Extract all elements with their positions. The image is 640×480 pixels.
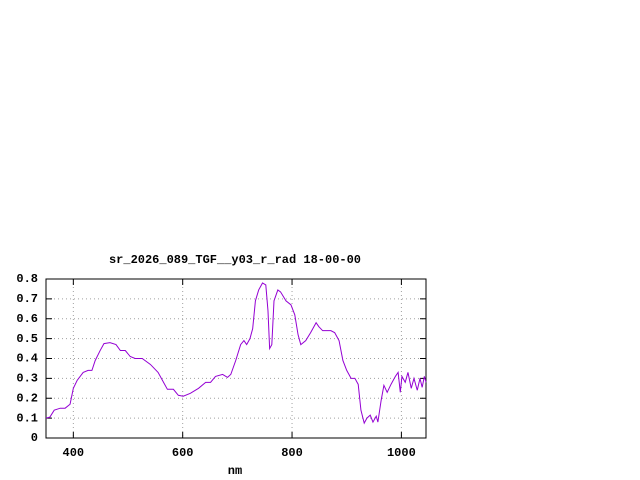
y-tick-label: 0 <box>31 431 38 445</box>
x-tick-label: 400 <box>63 446 85 460</box>
y-tick-label: 0.7 <box>16 292 38 306</box>
y-tick-label: 0.3 <box>16 372 38 386</box>
y-tick-label: 0.2 <box>16 391 38 405</box>
x-tick-label: 1000 <box>387 446 416 460</box>
x-axis-label: nm <box>228 464 242 478</box>
x-tick-label: 600 <box>172 446 194 460</box>
y-tick-label: 0.4 <box>16 352 38 366</box>
plot-frame <box>45 278 427 439</box>
x-tick-label: 800 <box>281 446 303 460</box>
chart-title: sr_2026_089_TGF__y03_r_rad 18-00-00 <box>109 253 361 267</box>
y-tick-label: 0.6 <box>16 312 38 326</box>
data-line <box>45 282 427 425</box>
y-tick-label: 0.8 <box>16 272 38 286</box>
y-tick-label: 0.5 <box>16 332 38 346</box>
y-tick-label: 0.1 <box>16 411 38 425</box>
